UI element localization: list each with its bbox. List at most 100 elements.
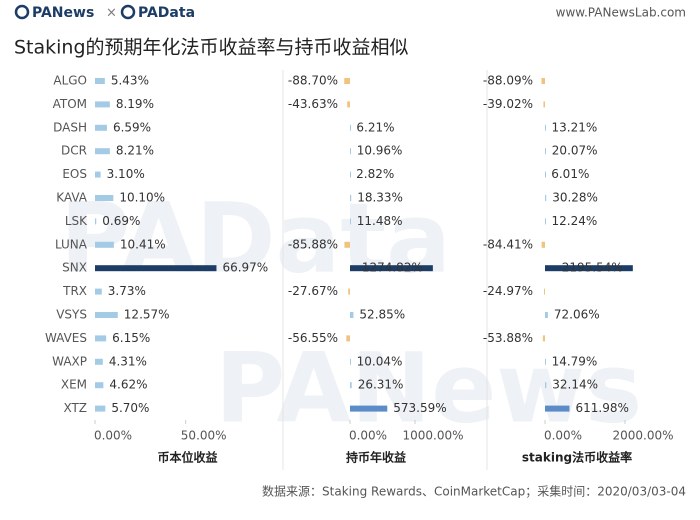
- value-label: -43.63%: [288, 97, 338, 111]
- value-label: 8.21%: [116, 144, 154, 158]
- bar: [350, 265, 433, 272]
- category-label: WAXP: [52, 354, 87, 368]
- bar: [545, 218, 546, 225]
- x-axis-label: staking法币收益率: [522, 450, 632, 465]
- x-tick-label: 0.00%: [349, 429, 387, 443]
- logo-icon: [14, 4, 30, 20]
- bar: [545, 405, 570, 412]
- value-label: 6.15%: [112, 331, 150, 345]
- bar: [95, 101, 110, 108]
- value-label: -24.97%: [483, 284, 533, 298]
- value-label: 8.19%: [116, 97, 154, 111]
- value-label: 12.57%: [124, 308, 170, 322]
- bar: [95, 405, 106, 412]
- source-note: 数据来源：Staking Rewards、CoinMarketCap；采集时间：…: [262, 484, 686, 499]
- value-label: 32.14%: [552, 378, 598, 392]
- value-label: 4.62%: [109, 378, 147, 392]
- bar: [95, 78, 105, 84]
- category-label: SNX: [62, 261, 87, 275]
- bar: [344, 78, 350, 84]
- value-label: 10.04%: [357, 354, 403, 368]
- bar: [344, 241, 350, 248]
- value-label: 611.98%: [575, 401, 628, 415]
- bar: [541, 78, 545, 84]
- bar: [541, 241, 545, 248]
- bar: [544, 288, 546, 295]
- bar: [350, 405, 388, 412]
- value-label: 12.24%: [551, 214, 597, 228]
- bar: [545, 171, 546, 178]
- bar: [545, 124, 546, 131]
- value-label: 1274.82%: [362, 261, 423, 275]
- category-label: EOS: [62, 167, 87, 181]
- value-label: -53.88%: [483, 331, 533, 345]
- bar: [95, 148, 110, 155]
- value-label: 30.28%: [552, 191, 598, 205]
- value-label: 573.59%: [393, 401, 446, 415]
- category-label: DCR: [61, 144, 87, 158]
- value-label: 10.10%: [119, 191, 165, 205]
- category-label: XTZ: [63, 401, 87, 415]
- value-label: 6.01%: [551, 167, 589, 181]
- bar: [350, 382, 352, 389]
- value-label: 10.96%: [357, 144, 403, 158]
- bar: [95, 335, 107, 342]
- watermark: PAData: [60, 182, 451, 294]
- bar: [350, 195, 352, 201]
- chart-title: Staking的预期年化法币收益率与持币收益相似: [14, 37, 409, 59]
- value-label: 5.70%: [111, 401, 149, 415]
- bar: [95, 218, 97, 225]
- value-label: -39.02%: [483, 97, 533, 111]
- watermark-layer: PAData PANews: [60, 182, 642, 444]
- x-tick-label: 0.00%: [94, 429, 132, 443]
- category-label: ATOM: [53, 97, 87, 111]
- value-label: 14.79%: [552, 354, 598, 368]
- bar: [95, 241, 114, 248]
- value-label: 52.85%: [359, 308, 405, 322]
- value-label: 3.73%: [108, 284, 146, 298]
- bar: [350, 148, 351, 155]
- bar: [350, 358, 351, 365]
- bar: [545, 148, 546, 155]
- bar: [95, 124, 107, 131]
- value-label: -88.09%: [483, 74, 533, 88]
- logo: PANews × PAData: [14, 4, 195, 21]
- bar: [545, 312, 548, 318]
- category-label: KAVA: [56, 191, 88, 205]
- value-label: 10.41%: [120, 237, 166, 251]
- bar: [95, 312, 118, 318]
- value-label: 72.06%: [554, 308, 600, 322]
- x-tick-label: 50.00%: [181, 429, 227, 443]
- watermark: PANews: [215, 332, 642, 444]
- category-label: TRX: [62, 284, 87, 298]
- value-label: 4.31%: [109, 354, 147, 368]
- value-label: 6.21%: [356, 120, 394, 134]
- value-label: -84.41%: [483, 237, 533, 251]
- category-label: LSK: [65, 214, 88, 228]
- bar: [95, 265, 217, 272]
- value-label: 5.43%: [111, 74, 149, 88]
- bar: [350, 124, 351, 131]
- value-label: 3.10%: [107, 167, 145, 181]
- bar: [545, 382, 547, 389]
- logo-left: PANews: [32, 5, 94, 21]
- x-tick-label: 1000.00%: [402, 429, 463, 443]
- logo-sep: ×: [106, 6, 117, 21]
- bar: [350, 218, 351, 225]
- bar: [350, 312, 354, 318]
- bar: [95, 382, 104, 389]
- value-label: -85.88%: [288, 237, 338, 251]
- category-label: LUNA: [55, 237, 88, 251]
- logo-icon: [120, 4, 136, 20]
- value-label: 13.21%: [552, 120, 598, 134]
- value-label: 66.97%: [222, 261, 268, 275]
- x-axis-label: 币本位收益: [157, 450, 217, 465]
- category-label: DASH: [53, 120, 87, 134]
- x-tick-label: 0.00%: [544, 429, 582, 443]
- bar: [347, 101, 350, 108]
- bar: [545, 195, 547, 201]
- value-label: 18.33%: [357, 191, 403, 205]
- bar: [95, 195, 114, 201]
- value-label: 11.48%: [357, 214, 403, 228]
